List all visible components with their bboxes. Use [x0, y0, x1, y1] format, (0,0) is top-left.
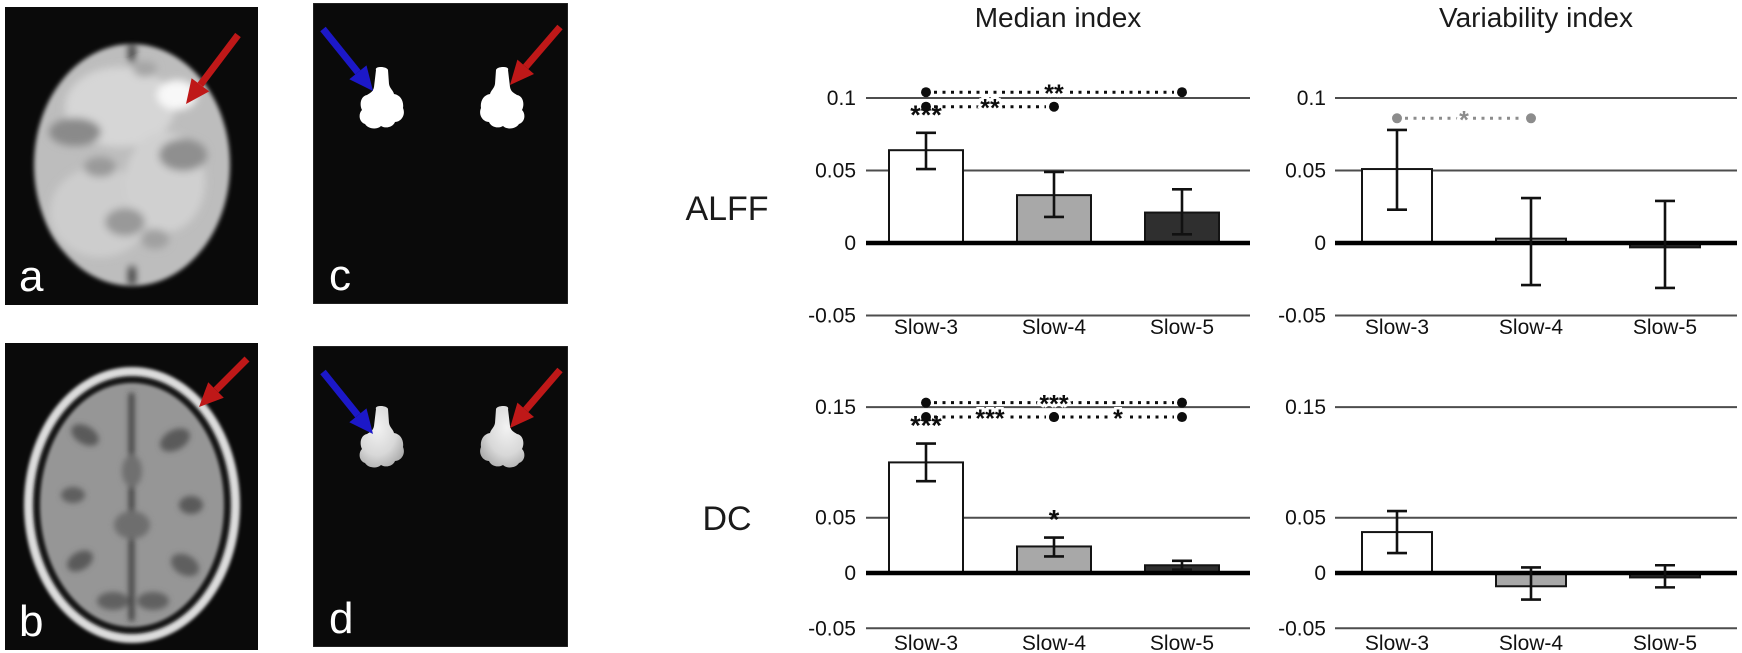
chart-dc-variability: 0.15 0.05 0 -0.05 Slow-3 Slow-4 Slow-5 [1278, 396, 1737, 653]
x-tick-label-Slow-3: Slow-3 [894, 316, 958, 339]
column-title-median-index: Median index [974, 2, 1142, 33]
y-tick-label: 0 [844, 562, 856, 585]
error-bar-Slow-4 [1044, 536, 1064, 558]
error-bar-Slow-3 [916, 442, 936, 483]
comparison-significance-label: * [1113, 405, 1123, 433]
bar-significance-label: * [1049, 505, 1060, 535]
panel-a-functional-brain-image: a [5, 7, 258, 305]
axial-brain-structural [24, 367, 240, 643]
y-tick-label: 0.1 [1297, 87, 1326, 110]
comparison-line-Slow-3-Slow-4: ** [921, 92, 1059, 125]
y-tick-label: 0.05 [1285, 160, 1326, 183]
panel-d-background [313, 346, 568, 647]
panel-b-structural-mri-image: b [5, 343, 258, 650]
panel-c-background [313, 3, 568, 304]
x-tick-label-Slow-4: Slow-4 [1022, 316, 1087, 339]
red-arrow-icon [186, 32, 241, 104]
roi-blob-left [359, 406, 404, 468]
y-tick-label: 0.15 [1285, 396, 1326, 419]
x-tick-label-Slow-3: Slow-3 [894, 632, 958, 653]
x-tick-label-Slow-4: Slow-4 [1499, 632, 1564, 653]
y-tick-label: 0 [1314, 232, 1326, 255]
y-tick-label: 0 [844, 232, 856, 255]
comparison-line-Slow-3-Slow-5: ** [921, 78, 1187, 111]
comparison-line-Slow-3-Slow-5: *** [921, 388, 1187, 421]
panel-d-roi-mask-image: d [313, 346, 568, 647]
error-bar-Slow-5 [1655, 563, 1675, 589]
panel-b-letter: b [19, 597, 43, 646]
comparison-significance-label: * [1459, 106, 1469, 134]
red-arrow-icon [510, 24, 563, 85]
roi-blob-right [480, 406, 525, 468]
comparison-line-Slow-3-Slow-4: * [1392, 104, 1536, 137]
x-tick-label-Slow-5: Slow-5 [1150, 316, 1214, 339]
chart-alff-variability: 0.1 0.05 0 -0.05 * Slow-3 Slow-4 Slow-5 [1278, 87, 1737, 339]
error-bar-Slow-3 [1387, 509, 1407, 555]
panel-d-letter: d [329, 594, 353, 643]
roi-blob-right [480, 67, 525, 129]
error-bar-Slow-3 [916, 131, 936, 171]
error-bar-Slow-5 [1172, 559, 1192, 571]
column-title-variability-index: Variability index [1438, 2, 1634, 33]
row-label-alff: ALFF [685, 190, 769, 228]
y-tick-label: 0.05 [815, 507, 856, 530]
panel-c-roi-mask-image: c [313, 3, 568, 304]
error-bar-Slow-4 [1521, 196, 1541, 287]
chart-alff-median: 0.10.050-0.05*******Slow-3 Slow-4 Slow-5 [808, 78, 1250, 339]
x-tick-label-Slow-3: Slow-3 [1365, 316, 1429, 339]
panel-c-letter: c [329, 251, 351, 300]
y-tick-label: -0.05 [1278, 617, 1326, 640]
x-tick-label-Slow-5: Slow-5 [1633, 316, 1697, 339]
y-tick-label: -0.05 [808, 305, 856, 328]
x-tick-label-Slow-5: Slow-5 [1150, 632, 1214, 653]
comparison-significance-label: *** [1039, 391, 1068, 419]
error-bar-Slow-4 [1521, 566, 1541, 601]
error-bar-Slow-5 [1172, 188, 1192, 236]
y-tick-label: -0.05 [808, 617, 856, 640]
blue-arrow-icon [320, 369, 373, 434]
bar-Slow-3 [888, 461, 964, 574]
row-label-dc: DC [702, 500, 752, 538]
x-tick-label-Slow-4: Slow-4 [1022, 632, 1087, 653]
y-tick-label: 0.1 [827, 87, 856, 110]
comparison-significance-label: *** [975, 405, 1004, 433]
y-tick-label: 0.15 [815, 396, 856, 419]
roi-blob-left [359, 67, 404, 129]
comparison-line-Slow-4-Slow-5: * [1049, 403, 1187, 436]
x-tick-label-Slow-3: Slow-3 [1365, 632, 1429, 653]
comparison-significance-label: ** [980, 95, 1000, 123]
y-tick-label: -0.05 [1278, 305, 1326, 328]
error-bar-Slow-4 [1044, 170, 1064, 219]
red-arrow-icon [510, 367, 563, 428]
y-tick-label: 0.05 [1285, 507, 1326, 530]
y-tick-label: 0.05 [815, 160, 856, 183]
y-tick-label: 0 [1314, 562, 1326, 585]
chart-dc-median: 0.150.050-0.05********** *Slow-3 Slow-4 Slo… [808, 388, 1250, 653]
red-arrow-icon [199, 356, 250, 407]
error-bar-Slow-3 [1387, 128, 1407, 211]
blue-arrow-icon [320, 26, 373, 91]
error-bar-Slow-5 [1655, 199, 1675, 290]
comparison-significance-label: ** [1044, 80, 1064, 108]
x-tick-label-Slow-4: Slow-4 [1499, 316, 1564, 339]
panel-a-letter: a [19, 252, 44, 301]
x-tick-label-Slow-5: Slow-5 [1633, 632, 1697, 653]
axial-brain-functional [34, 43, 230, 286]
